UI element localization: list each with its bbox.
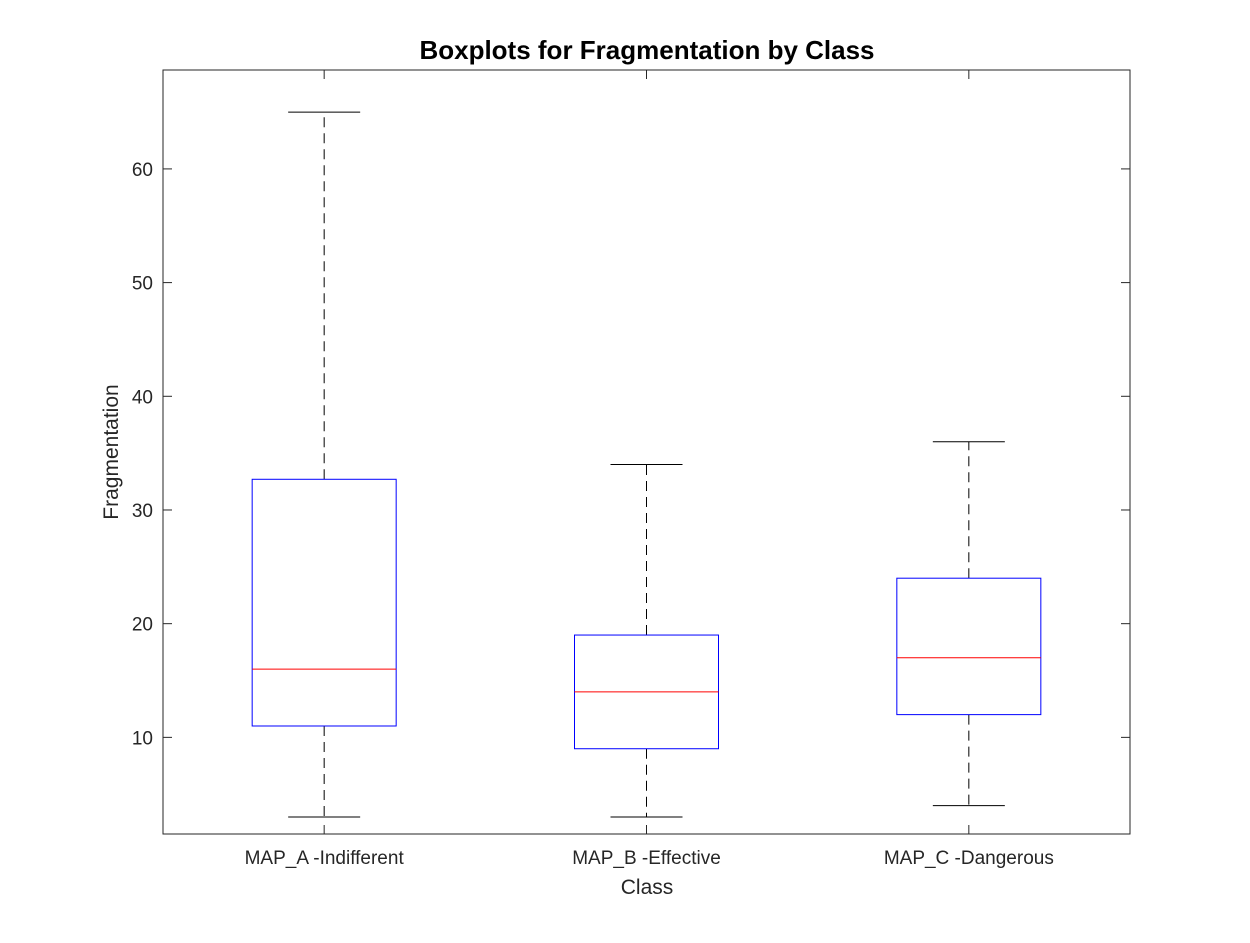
interquartile-box — [251, 478, 397, 727]
x-axis-label: Class — [621, 876, 674, 899]
interquartile-box — [896, 577, 1042, 716]
x-tick-label: MAP_B -Effective — [572, 848, 721, 869]
y-tick-label: 10 — [132, 728, 153, 749]
y-tick-label: 50 — [132, 274, 153, 295]
y-tick-label: 30 — [132, 501, 153, 522]
box-group — [574, 464, 719, 818]
x-tick-label: MAP_C -Dangerous — [884, 848, 1054, 869]
chart-title: Boxplots for Fragmentation by Class — [419, 35, 874, 65]
box-group — [251, 111, 397, 818]
y-tick-label: 20 — [132, 615, 153, 636]
y-axis-ticks: 10 20 30 40 50 60 — [132, 160, 1130, 749]
x-axis-tick-labels: MAP_A -Indifferent MAP_B -Effective MAP_C … — [245, 70, 1054, 869]
box-group — [896, 441, 1042, 807]
y-tick-label: 60 — [132, 160, 153, 181]
x-tick-label: MAP_A -Indifferent — [245, 848, 405, 869]
boxes-layer — [251, 111, 1042, 818]
y-axis-label: Fragmentation — [100, 384, 123, 519]
y-tick-label: 40 — [132, 387, 153, 408]
plot-area-frame — [162, 69, 1131, 835]
